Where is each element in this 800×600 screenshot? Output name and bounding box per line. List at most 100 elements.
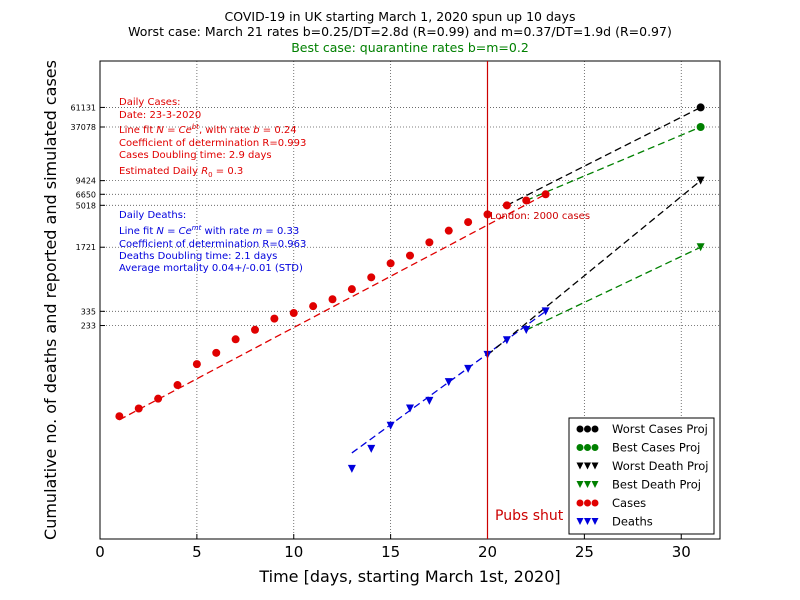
grid: [99, 61, 720, 539]
deaths-annotation-line: Coefficient of determination R=0.963: [119, 239, 306, 250]
cases-point: [289, 308, 298, 317]
cases-annotation-line: Daily Cases:: [119, 97, 181, 108]
legend-worst-death-proj-marker: [576, 462, 584, 470]
x-tick-label: 30: [672, 543, 691, 561]
cases-point: [154, 394, 163, 403]
cases-point: [270, 314, 279, 323]
deaths-point: [464, 364, 473, 373]
cases-point: [406, 251, 414, 260]
deaths-annotation-line: Average mortality 0.04+/-0.01 (STD): [119, 263, 303, 274]
deaths-point: [522, 325, 531, 334]
pubs-shut-label: Pubs shut: [495, 508, 564, 524]
y-tick-label: 6650: [76, 190, 96, 199]
x-axis-label: Time [days, starting March 1st, 2020]: [258, 567, 560, 586]
legend-box: [568, 417, 715, 535]
y-tick-label: 37078: [71, 123, 96, 132]
deaths-point: [425, 396, 434, 405]
worst-cases-proj-point: [696, 103, 705, 112]
x-tick-label: 5: [192, 543, 202, 561]
worst-death-proj-point: [696, 176, 705, 185]
cases-point: [231, 335, 240, 344]
cases-point: [347, 285, 356, 294]
cases-point: [173, 381, 182, 390]
deaths-annotation-line: Daily Deaths:: [119, 210, 186, 221]
fit-line: [525, 246, 701, 331]
legend-best-death-proj-marker: [584, 481, 591, 488]
cases-annotation-line: Cases Doubling time: 2.9 days: [119, 150, 272, 161]
london-annotation: London: 2000 cases: [490, 211, 590, 222]
x-tick-label: 20: [478, 543, 497, 561]
best-cases-proj-point: [696, 122, 705, 131]
legend-best-cases-proj-label: Best Cases Proj: [612, 441, 700, 455]
x-tick-label: 0: [95, 543, 105, 561]
deaths-point: [444, 378, 453, 387]
fit-line: [351, 310, 547, 454]
deaths-annotation: Daily Deaths: Line fit N = Cemt with rat…: [119, 210, 306, 274]
legend-items: Worst Cases Proj Best Cases Proj Worst Dea…: [576, 422, 709, 529]
cases-point: [367, 273, 376, 282]
chart-subtitle-best: Best case: quarantine rates b=m=0.2: [291, 40, 529, 55]
cases-annotation-line: Date: 23-3-2020: [119, 110, 201, 121]
x-tick-label: 10: [284, 543, 303, 561]
y-axis-label: Cumulative no. of deaths and reported an…: [41, 60, 60, 540]
deaths-point: [347, 464, 356, 473]
deaths-point: [367, 444, 376, 453]
legend-worst-cases-proj-marker: [591, 425, 599, 433]
y-tick-label: 5018: [76, 201, 96, 210]
cases-point: [115, 412, 124, 421]
legend-cases-marker: [591, 499, 599, 507]
legend-deaths-marker: [584, 518, 591, 525]
legend-deaths-marker: [576, 518, 584, 525]
cases-point: [444, 226, 453, 235]
cases-point: [134, 404, 143, 413]
y-tick-label: 1721: [76, 243, 96, 252]
legend-worst-cases-proj-marker: [576, 425, 584, 433]
x-tick-label: 15: [381, 543, 400, 561]
y-tick-label: 335: [81, 307, 96, 316]
cases-point: [522, 196, 531, 205]
legend-best-death-proj-label: Best Death Proj: [612, 478, 701, 492]
legend-cases-marker: [584, 499, 591, 507]
legend-best-cases-proj-marker: [576, 444, 584, 451]
y-axis-ticks: 61131 37078 9424 6650 5018 1721 335 233: [71, 103, 105, 331]
fit-lines: [119, 106, 702, 454]
legend-worst-cases-proj-marker: [584, 425, 591, 433]
fit-line: [525, 126, 701, 202]
legend-best-death-proj-marker: [591, 481, 599, 488]
cases-point: [309, 302, 318, 311]
legend-best-death-proj-marker: [576, 481, 584, 488]
cases-point: [192, 360, 201, 369]
chart-subtitle: Worst case: March 21 rates b=0.25/DT=2.8…: [128, 24, 672, 39]
fit-line: [119, 193, 546, 421]
legend-worst-death-proj-marker: [584, 462, 591, 470]
cases-point: [541, 190, 550, 199]
legend-deaths-marker: [591, 518, 599, 525]
cases-annotation: Daily Cases: Date: 23-3-2020 Line fit N …: [119, 97, 306, 179]
fit-line: [487, 180, 702, 356]
cases-point: [386, 259, 395, 268]
deaths-point: [386, 421, 395, 430]
deaths-annotation-line: Line fit N = Cemt with rate m = 0.33: [119, 224, 299, 237]
legend-cases-label: Cases: [612, 496, 646, 510]
cases-point: [251, 325, 259, 334]
deaths-point: [541, 307, 550, 316]
fit-line: [506, 106, 701, 206]
legend-cases-marker: [576, 499, 584, 507]
cases-annotation-line: Coefficient of determination R=0.993: [119, 138, 306, 149]
cases-point: [328, 295, 337, 304]
best-death-proj-point: [696, 243, 705, 252]
legend-worst-death-proj-marker: [591, 462, 599, 470]
legend-best-cases-proj-marker: [584, 444, 591, 451]
legend-worst-cases-proj-label: Worst Cases Proj: [612, 422, 708, 436]
data-markers: [115, 103, 705, 473]
cases-point: [464, 218, 473, 227]
cases-point: [425, 238, 434, 247]
legend-best-cases-proj-marker: [591, 444, 599, 451]
cases-annotation-line: Estimated Daily R0 = 0.3: [119, 166, 243, 179]
plot-frame: [99, 60, 721, 540]
cases-point: [212, 348, 221, 357]
y-tick-label: 9424: [76, 177, 96, 186]
deaths-point: [502, 336, 511, 345]
x-axis-ticks: 0 5 10 15 20 25 30: [95, 534, 691, 561]
